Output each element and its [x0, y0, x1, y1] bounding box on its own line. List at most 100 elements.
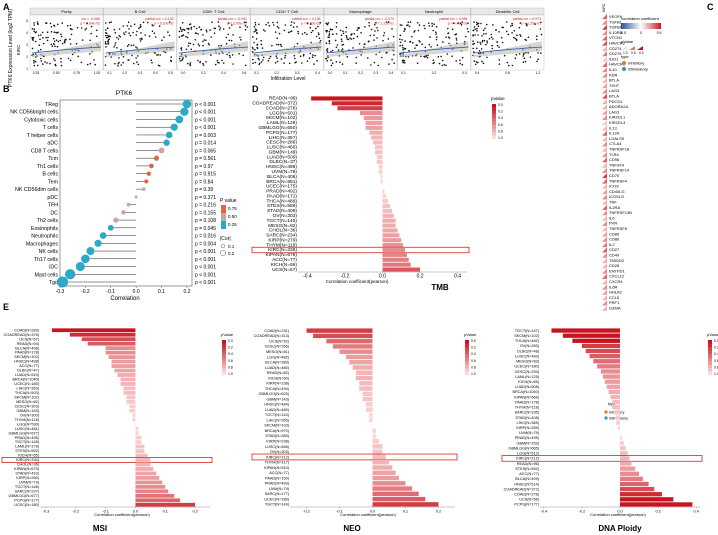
pvalue-label: p = 0.016 — [195, 234, 216, 240]
scatter-point — [290, 24, 292, 27]
bar — [620, 440, 624, 446]
scatter-point — [186, 27, 188, 30]
heat-triangle — [602, 77, 607, 83]
scatter-point — [54, 45, 56, 48]
pvalue-legend-swatch — [492, 107, 496, 112]
pvalue-legend-swatch — [492, 135, 496, 140]
pvalue-legend-tick: 0.8 — [228, 365, 233, 369]
scatter-point — [140, 32, 142, 34]
scatter-point — [304, 31, 306, 34]
scatter-point — [350, 33, 353, 36]
category-label: B cells — [42, 172, 58, 178]
scatter-point — [306, 60, 309, 62]
scatter-point — [368, 21, 370, 24]
scatter-point — [251, 46, 254, 49]
scatter-point — [524, 38, 526, 41]
scatter-point — [105, 29, 107, 31]
panel-c-pvalue-title: pValue — [621, 39, 634, 44]
scatter-point — [189, 42, 192, 45]
panel-c-legend-title: correlation coefficient — [621, 16, 660, 21]
scatter-point — [337, 49, 340, 51]
gene-label: ADORA2A — [609, 104, 628, 109]
scatter-point — [475, 61, 478, 63]
color-legend-tick: 0.75 — [228, 206, 237, 211]
bar — [135, 502, 196, 507]
scatter-point — [276, 37, 279, 40]
bar — [337, 106, 383, 111]
panel-a-side-label: KIRC — [16, 44, 21, 56]
correlation-legend-tick: -0.5 — [620, 31, 626, 35]
scatter-point — [33, 64, 36, 67]
bar — [372, 475, 399, 481]
pvalue-label: p = 0.216 — [195, 203, 216, 209]
pvalue-legend-tick: 1.0 — [498, 136, 503, 140]
scatter-point — [46, 39, 49, 42]
scatter-point — [313, 63, 315, 65]
scatter-point — [331, 62, 334, 64]
scatter-point — [276, 57, 278, 59]
scatter-point — [435, 33, 437, 35]
scatter-point — [284, 57, 286, 59]
lollipop-dot — [65, 269, 76, 280]
scatter-point — [272, 21, 274, 24]
scatter-point — [108, 35, 111, 38]
gene-label: TGFBR1 — [609, 25, 626, 30]
pvalue-label: p = 0.108 — [195, 218, 216, 224]
facet-tick: 0.2 — [122, 71, 127, 75]
bar-label: KIRP(N=238) — [266, 382, 289, 386]
bar-label: UVM(N=79) — [269, 487, 290, 491]
regression-line — [325, 46, 396, 54]
scatter-point — [202, 64, 205, 66]
bar-label: COAD(N=276) — [266, 105, 298, 111]
scatter-point — [240, 39, 242, 41]
bar — [135, 431, 139, 436]
scatter-point — [33, 24, 35, 26]
scatter-point — [137, 63, 140, 66]
bar — [135, 484, 166, 489]
scatter-point — [264, 30, 266, 32]
pvalue-label: p = 0.84 — [195, 179, 213, 185]
scatter-point — [203, 39, 206, 41]
pvalue-label: p < 0.001 — [195, 272, 216, 278]
scatter-point — [114, 62, 116, 65]
scatter-point — [412, 42, 414, 44]
bar-label: SKCM(N=102) — [14, 395, 40, 399]
scatter-point — [373, 34, 375, 36]
scatter-point — [540, 52, 542, 54]
scatter-point — [117, 65, 119, 67]
heat-triangle — [602, 236, 607, 242]
gene-label: CD276 — [609, 51, 622, 56]
scatter-point — [189, 23, 192, 25]
x-tick-label: -0.2 — [73, 510, 80, 514]
scatter-point — [416, 22, 419, 24]
bar-label: COAD(N=283) — [14, 328, 40, 332]
x-tick-label: -0.4 — [303, 274, 312, 280]
facet-title: Purity — [61, 9, 71, 14]
scatter-point — [328, 33, 331, 35]
scatter-point — [41, 31, 44, 34]
gene-label: GZMA — [609, 306, 621, 311]
scatter-point — [473, 60, 476, 62]
panel-b-size-legend-title: |Cor| — [220, 236, 231, 242]
bar — [135, 444, 145, 449]
scatter-point — [357, 27, 360, 29]
scatter-point — [325, 42, 328, 44]
scatter-point — [498, 63, 501, 65]
x-tick-label: 0.2 — [655, 510, 660, 514]
x-tick-label: -0.2 — [579, 510, 586, 514]
facet-title: CD4+ T Cell — [276, 9, 298, 14]
scatter-point — [246, 26, 248, 28]
scatter-point — [89, 62, 92, 65]
gene-label: TNFSF9 — [609, 162, 625, 167]
gene-label: IL10 — [609, 67, 618, 72]
gene-label: CTLA4 — [609, 141, 622, 146]
scatter-point — [104, 22, 107, 24]
scatter-point — [402, 46, 404, 49]
scatter-point — [341, 63, 344, 65]
scatter-point — [488, 37, 491, 40]
scatter-point — [138, 27, 140, 30]
scatter-point — [114, 42, 117, 44]
scatter-point — [37, 64, 39, 67]
bar — [378, 164, 383, 169]
scatter-point — [202, 34, 204, 36]
